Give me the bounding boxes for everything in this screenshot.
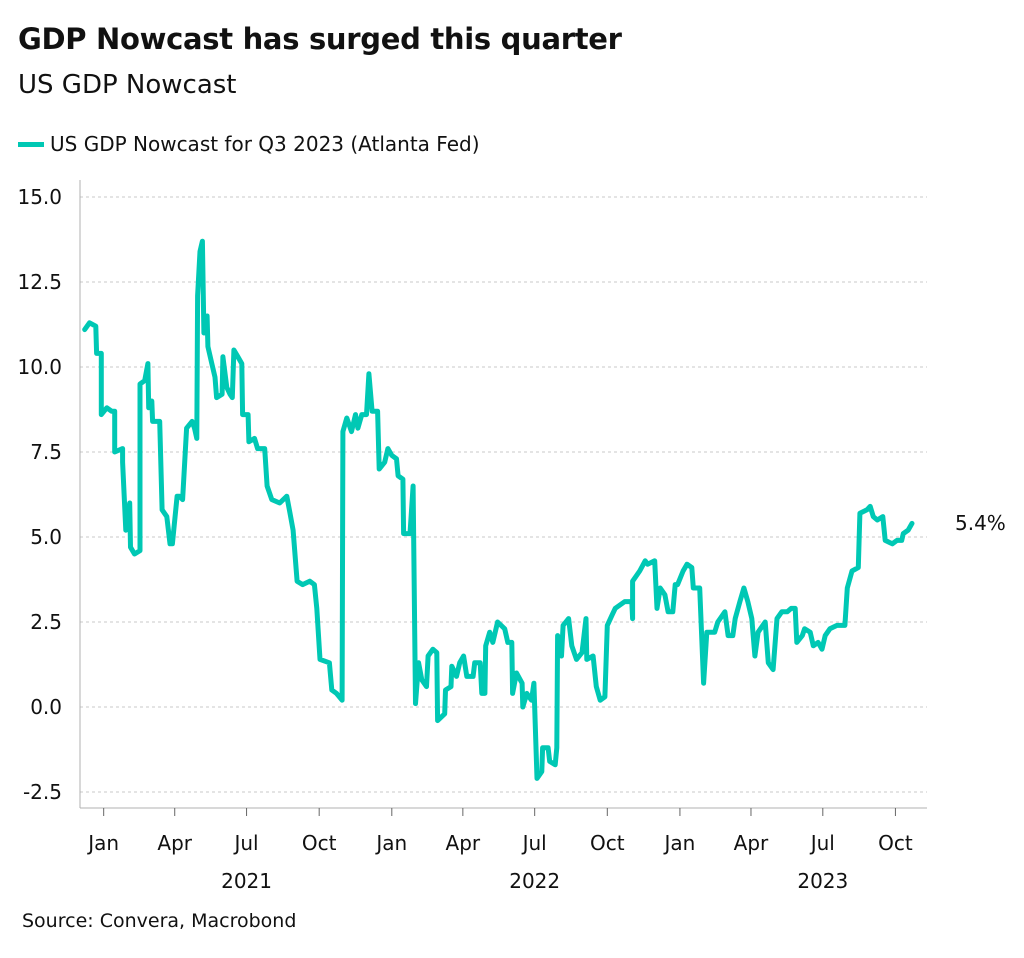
x-tick-label: Apr: [734, 831, 769, 855]
x-tick-label: Jan: [86, 831, 119, 855]
y-tick-label: 15.0: [17, 185, 62, 209]
x-tick-label: Oct: [590, 831, 625, 855]
x-tick-label: Jul: [521, 831, 547, 855]
source-note: Source: Convera, Macrobond: [22, 910, 297, 932]
x-tick-label: Jul: [232, 831, 258, 855]
y-tick-label: 5.0: [30, 525, 62, 549]
x-year-label: 2023: [797, 869, 848, 893]
x-tick-label: Jan: [663, 831, 696, 855]
legend-label: US GDP Nowcast for Q3 2023 (Atlanta Fed): [50, 132, 480, 156]
x-year-label: 2022: [509, 869, 560, 893]
y-tick-label: -2.5: [23, 780, 62, 804]
y-tick-label: 10.0: [17, 355, 62, 379]
end-value-label: 5.4%: [955, 511, 1006, 535]
legend-swatch: [18, 141, 44, 147]
x-year-label: 2021: [221, 869, 272, 893]
y-tick-label: 2.5: [30, 610, 62, 634]
x-tick-label: Oct: [302, 831, 337, 855]
y-tick-label: 7.5: [30, 440, 62, 464]
series-line-gdp-nowcast: [82, 238, 915, 781]
legend: US GDP Nowcast for Q3 2023 (Atlanta Fed): [18, 132, 480, 156]
x-tick-label: Jan: [374, 831, 407, 855]
plot-area: [82, 238, 915, 781]
x-tick-label: Oct: [878, 831, 913, 855]
axes: 15.0 12.5 10.0 7.5 5.0 2.5 0.0 -2.5 Jan Apr Jul Oct…: [17, 180, 927, 893]
y-tick-label: 0.0: [30, 695, 62, 719]
y-tick-label: 12.5: [17, 270, 62, 294]
x-tick-label: Apr: [157, 831, 192, 855]
chart-title: GDP Nowcast has surged this quarter: [18, 22, 622, 56]
gridlines: [80, 196, 927, 793]
chart-subtitle: US GDP Nowcast: [18, 70, 237, 100]
x-tick-label: Apr: [446, 831, 481, 855]
x-tick-label: Jul: [809, 831, 835, 855]
